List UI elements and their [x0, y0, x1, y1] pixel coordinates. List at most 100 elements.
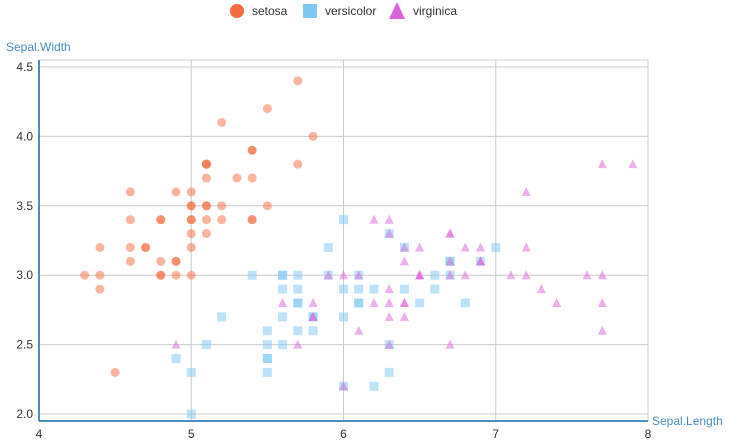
- data-point: [262, 326, 272, 336]
- data-point: [201, 229, 211, 239]
- series-virginica: [171, 159, 638, 391]
- data-point: [415, 242, 425, 252]
- data-point: [369, 284, 379, 294]
- data-point: [552, 297, 562, 308]
- y-tick-label: 4.5: [16, 60, 33, 74]
- data-point: [278, 312, 288, 322]
- data-point: [354, 325, 364, 335]
- data-point: [262, 201, 272, 211]
- series-versicolor: [171, 215, 501, 419]
- data-point: [308, 311, 318, 321]
- x-tick-label: 4: [36, 427, 43, 441]
- data-point: [141, 242, 151, 252]
- data-point: [171, 339, 181, 349]
- data-point: [415, 270, 425, 280]
- data-point: [156, 256, 166, 266]
- x-tick-label: 6: [340, 427, 347, 441]
- legend-marker: [389, 2, 405, 19]
- legend-item-versicolor[interactable]: versicolor: [303, 4, 376, 18]
- data-point: [201, 173, 211, 183]
- data-point: [521, 270, 531, 280]
- legend-label: setosa: [252, 4, 288, 18]
- data-point: [293, 326, 303, 336]
- x-tick-label: 8: [645, 427, 652, 441]
- legend-item-virginica[interactable]: virginica: [389, 2, 457, 19]
- data-point: [445, 228, 455, 238]
- x-tick-label: 5: [188, 427, 195, 441]
- data-point: [323, 270, 333, 280]
- data-point: [582, 270, 592, 280]
- data-point: [80, 270, 90, 280]
- data-point: [262, 354, 272, 364]
- data-point: [201, 215, 211, 225]
- data-point: [293, 284, 303, 294]
- data-point: [476, 256, 486, 266]
- data-point: [354, 270, 364, 280]
- data-point: [278, 297, 288, 308]
- data-point: [354, 298, 364, 308]
- data-point: [384, 367, 394, 377]
- data-point: [399, 297, 409, 308]
- data-point: [262, 104, 272, 114]
- legend[interactable]: setosa versicolor virginica: [230, 2, 457, 19]
- data-point: [125, 215, 135, 225]
- data-point: [399, 311, 409, 321]
- y-tick-label: 2.5: [16, 338, 33, 352]
- y-axis-title: Sepal.Width: [6, 40, 71, 54]
- data-point: [597, 270, 607, 280]
- data-point: [384, 297, 394, 308]
- data-point: [308, 326, 318, 336]
- legend-marker: [303, 4, 317, 18]
- data-point: [339, 284, 348, 294]
- legend-label: versicolor: [325, 4, 376, 18]
- series-setosa: [80, 76, 318, 377]
- data-point: [354, 284, 364, 294]
- data-point: [125, 187, 135, 197]
- data-point: [262, 367, 272, 377]
- data-point: [186, 367, 196, 377]
- data-point: [597, 159, 607, 169]
- data-point: [293, 270, 303, 280]
- y-tick-label: 2.0: [16, 407, 33, 421]
- data-point: [384, 284, 394, 294]
- data-point: [460, 298, 470, 308]
- data-point: [399, 256, 409, 266]
- data-point: [430, 270, 440, 280]
- data-point: [278, 284, 288, 294]
- data-point: [339, 312, 348, 322]
- data-point: [293, 339, 303, 349]
- data-point: [491, 242, 501, 252]
- data-point: [247, 173, 257, 183]
- data-point: [125, 242, 135, 252]
- data-point: [506, 270, 516, 280]
- data-point: [460, 270, 470, 280]
- data-point: [293, 76, 303, 86]
- data-point: [186, 270, 196, 280]
- y-tick-label: 3.0: [16, 268, 33, 282]
- data-point: [521, 186, 531, 196]
- data-point: [278, 270, 288, 280]
- data-point: [110, 367, 120, 377]
- data-points: [80, 76, 638, 419]
- data-point: [217, 215, 227, 225]
- data-point: [369, 381, 379, 391]
- data-point: [262, 340, 272, 350]
- y-tick-label: 3.5: [16, 199, 33, 213]
- legend-item-setosa[interactable]: setosa: [230, 4, 288, 18]
- data-point: [476, 242, 486, 252]
- data-point: [186, 187, 196, 197]
- data-point: [247, 215, 257, 225]
- data-point: [186, 201, 196, 211]
- grid-lines: [38, 59, 649, 422]
- data-point: [308, 297, 318, 308]
- data-point: [217, 201, 227, 211]
- data-point: [156, 215, 166, 225]
- data-point: [597, 297, 607, 308]
- data-point: [460, 242, 470, 252]
- data-point: [445, 270, 455, 280]
- data-point: [445, 256, 455, 266]
- data-point: [293, 159, 303, 169]
- data-point: [186, 242, 196, 252]
- x-tick-label: 7: [492, 427, 499, 441]
